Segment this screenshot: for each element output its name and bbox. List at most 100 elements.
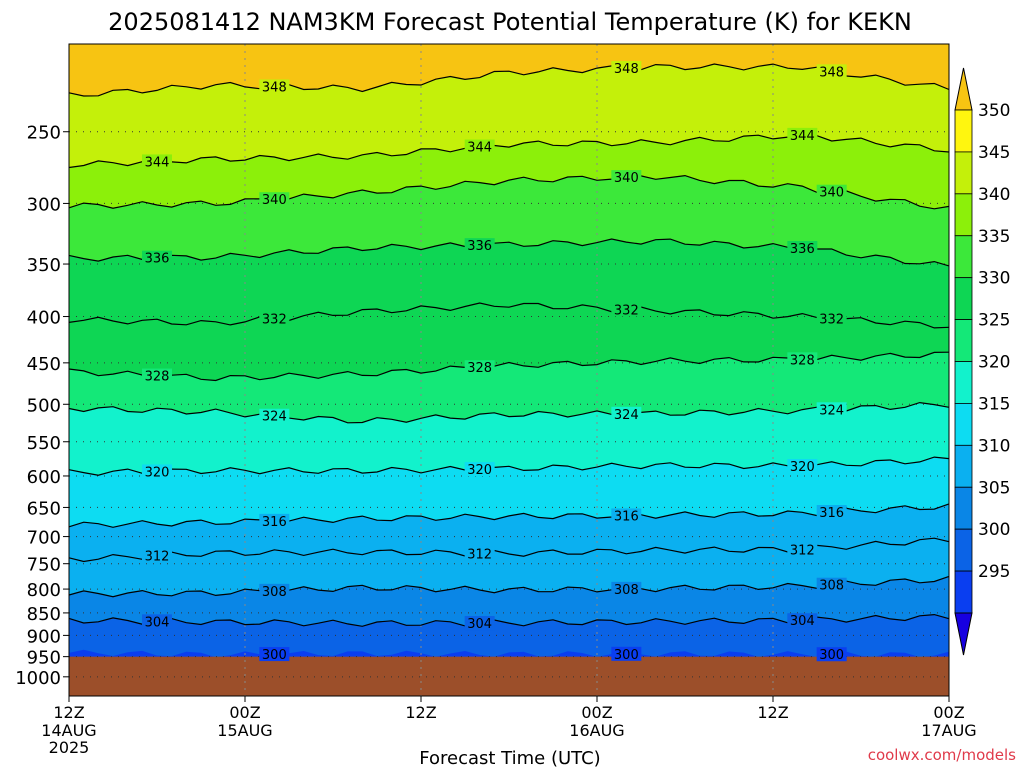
contour-label-336: 336 (790, 242, 815, 257)
x-tick-label: 12Z (757, 703, 788, 722)
colorbar-segment (954, 486, 973, 530)
contour-label-bg (142, 368, 172, 383)
contour-label-bg (816, 505, 847, 520)
contour-label-348: 348 (262, 80, 287, 95)
y-tick-label-850: 850 (27, 604, 61, 625)
y-tick-label-800: 800 (27, 580, 61, 601)
contour-label-bg (142, 250, 172, 265)
y-tick-label-450: 450 (27, 354, 61, 375)
contour-label-bg (611, 302, 642, 317)
contour-label-316: 316 (262, 515, 287, 530)
contour-label-328: 328 (790, 353, 815, 368)
colorbar-top-arrow (954, 67, 973, 111)
x-tick-date: 17AUG (921, 721, 976, 740)
contour-label-348: 348 (614, 62, 639, 77)
colorbar-label-305: 305 (978, 478, 1010, 498)
contour-label-312: 312 (467, 547, 492, 562)
plot-frame (68, 43, 950, 697)
contour-label-312: 312 (790, 543, 815, 558)
contour-316 (68, 503, 950, 528)
contour-label-bg (464, 360, 495, 375)
contour-label-332: 332 (262, 313, 287, 328)
contour-label-308: 308 (262, 585, 287, 600)
contour-label-304: 304 (790, 614, 815, 629)
x-tick-label: 00Z (229, 703, 260, 722)
colorbar-label-330: 330 (978, 269, 1010, 289)
colorbar-label-335: 335 (978, 227, 1010, 247)
colorbar-label-315: 315 (978, 394, 1010, 414)
contour-label-bg (611, 581, 642, 596)
contour-label-308: 308 (819, 579, 844, 594)
x-tick-date: 14AUG (41, 721, 96, 740)
contour-label-336: 336 (467, 239, 492, 254)
colorbar-label-300: 300 (978, 520, 1010, 540)
contour-label-bg (816, 64, 847, 79)
contour-label-300: 300 (614, 648, 639, 663)
y-tick-label-900: 900 (27, 626, 61, 647)
contour-label-bg (464, 616, 495, 631)
contour-label-344: 344 (467, 141, 492, 156)
contour-label-bg (142, 548, 172, 563)
contour-label-bg (611, 406, 642, 421)
y-tick-label-650: 650 (27, 498, 61, 519)
contour-label-bg (142, 464, 172, 479)
contour-label-bg (787, 459, 818, 474)
contour-label-bg (464, 462, 495, 477)
contour-label-bg (787, 542, 818, 557)
contour-label-bg (816, 184, 847, 199)
ground (69, 656, 949, 696)
contour-label-308: 308 (614, 583, 639, 598)
x-tick-label: 12Z (53, 703, 84, 722)
colorbar-segment (954, 361, 973, 404)
y-tick-label-750: 750 (27, 555, 61, 576)
contour-label-bg (816, 647, 847, 662)
colorbar-segment (954, 403, 973, 446)
contour-label-bg (259, 408, 290, 423)
contour-308 (68, 575, 950, 598)
contour-label-bg (464, 546, 495, 561)
contour-label-316: 316 (819, 506, 844, 521)
chart-title: 2025081412 NAM3KM Forecast Potential Tem… (108, 8, 912, 36)
contour-332 (68, 302, 950, 329)
y-tick-label-400: 400 (27, 308, 61, 329)
y-tick-label-950: 950 (27, 648, 61, 669)
y-tick-label-550: 550 (27, 433, 61, 454)
x-tick-date: 15AUG (217, 721, 272, 740)
contour-348 (68, 63, 950, 97)
contour-label-bg (464, 238, 495, 253)
contour-label-bg (259, 192, 290, 207)
y-axis: 2503003504004505005506006507007508008509… (15, 123, 69, 689)
colorbar-label-320: 320 (978, 353, 1010, 373)
contour-label-bg (259, 583, 290, 598)
contour-label-320: 320 (467, 463, 492, 478)
contour-label-300: 300 (262, 648, 287, 663)
contour-label-bg (142, 614, 172, 629)
contour-label-bg (816, 311, 847, 326)
x-tick-label: 12Z (405, 703, 436, 722)
contour-label-bg (259, 79, 290, 94)
x-tick-label: 00Z (581, 703, 612, 722)
contour-label-324: 324 (819, 403, 844, 418)
y-tick-label-350: 350 (27, 255, 61, 276)
contour-340 (68, 173, 950, 210)
colorbar-segment (954, 319, 973, 362)
colorbar-label-350: 350 (978, 101, 1010, 121)
colorbar-bottom-arrow (954, 612, 973, 656)
contour-label-316: 316 (614, 509, 639, 524)
y-tick-label-300: 300 (27, 194, 61, 215)
contour-label-324: 324 (614, 408, 639, 423)
y-tick-label-700: 700 (27, 528, 61, 549)
colorbar-label-340: 340 (978, 185, 1010, 205)
contour-label-bg (259, 513, 290, 528)
colorbar-segment (954, 528, 973, 572)
y-tick-label-600: 600 (27, 467, 61, 488)
contour-label-bg (787, 240, 818, 255)
contour-label-bg (816, 577, 847, 592)
y-tick-label-500: 500 (27, 395, 61, 416)
contour-label-328: 328 (145, 370, 170, 385)
contour-324 (68, 401, 950, 424)
contour-label-320: 320 (790, 460, 815, 475)
colorbar: 295 300 305 310 315 320 325 330 335 340 345 350 (954, 67, 1010, 656)
contour-label-bg (464, 139, 495, 154)
colorbar-segment (954, 193, 973, 237)
